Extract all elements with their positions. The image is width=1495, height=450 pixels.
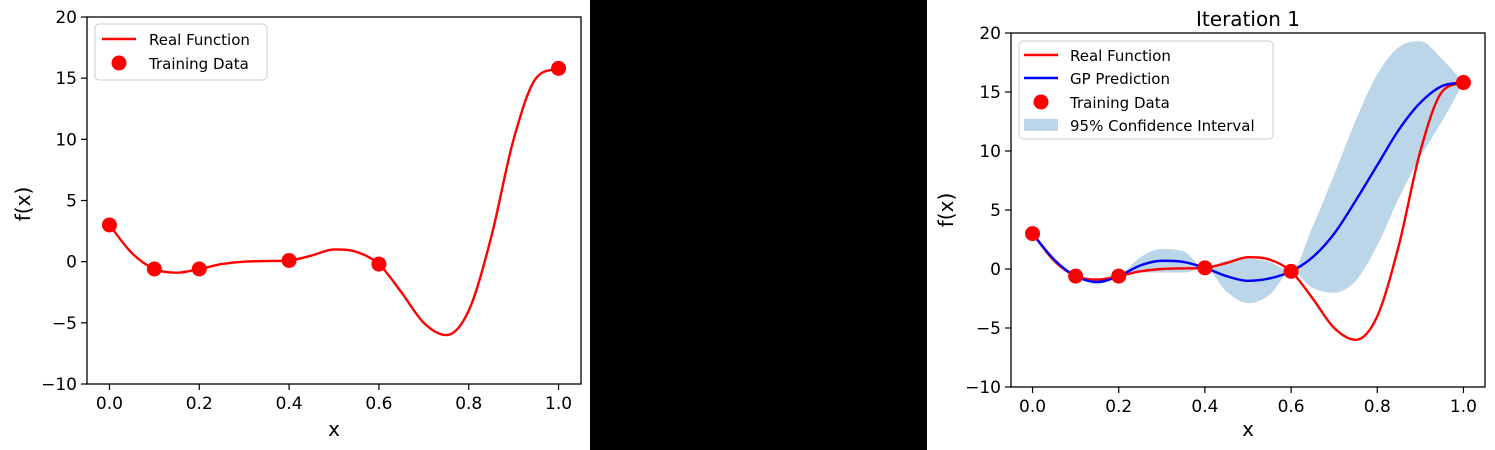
- training-data-point: [1283, 263, 1299, 279]
- training-data-point: [101, 217, 117, 233]
- y-tick-label: 0: [990, 260, 1001, 280]
- y-tick-label: 5: [66, 192, 77, 212]
- axes: 0.0 0.2 0.4 0.6 0.8 1.0 −10 −5 0 5 10 15 20: [41, 8, 572, 414]
- x-tick-label: 0.2: [1105, 397, 1132, 417]
- training-data-point: [1455, 75, 1471, 91]
- confidence-band: [1032, 41, 1464, 304]
- training-data-point: [191, 261, 207, 277]
- axes: 0.0 0.2 0.4 0.6 0.8 1.0 −10 −5 0 5 10 15 20: [965, 24, 1477, 417]
- plot-clip: [108, 67, 559, 337]
- real-function-line: [1031, 81, 1464, 341]
- training-data-point: [371, 256, 387, 272]
- legend: Real Function GP Prediction Training Dat…: [1018, 40, 1274, 140]
- legend-training-data-swatch: [1033, 94, 1049, 110]
- legend: Real Function Training Data: [94, 23, 268, 81]
- legend-real-function-label: Real Function: [149, 31, 250, 49]
- y-tick-label: −10: [965, 378, 1001, 398]
- black-panel: [590, 0, 927, 450]
- x-tick-label: 1.0: [1450, 397, 1477, 417]
- x-tick-label: 0.6: [1278, 397, 1305, 417]
- chart-left: 0.0 0.2 0.4 0.6 0.8 1.0 −10 −5 0 5 10 15 20 x f(x) R…: [11, 8, 582, 441]
- y-tick-label: 10: [979, 142, 1001, 162]
- x-tick-label: 0.2: [186, 394, 213, 414]
- training-data-point: [1025, 226, 1041, 242]
- legend-training-data-label: Training Data: [148, 55, 249, 73]
- x-tick-label: 0.0: [96, 394, 123, 414]
- x-tick-label: 0.0: [1019, 397, 1046, 417]
- legend-box: [94, 23, 268, 81]
- legend-gp-prediction-label: GP Prediction: [1070, 70, 1170, 88]
- x-axis-label: x: [328, 417, 340, 441]
- y-axis-label: f(x): [934, 193, 958, 227]
- x-axis-label: x: [1242, 417, 1254, 441]
- legend-real-function-label: Real Function: [1070, 47, 1171, 65]
- plot-area: [101, 60, 567, 337]
- y-tick-label: −10: [41, 375, 77, 395]
- legend-box: [1018, 40, 1274, 140]
- real-function-line: [108, 67, 559, 337]
- legend-confidence-interval-label: 95% Confidence Interval: [1070, 117, 1255, 135]
- x-tick-label: 1.0: [545, 394, 572, 414]
- legend-training-data-label: Training Data: [1069, 94, 1170, 112]
- training-data-point: [551, 60, 567, 76]
- legend-training-data-swatch: [111, 55, 127, 71]
- y-tick-label: −5: [976, 319, 1001, 339]
- training-data-point: [1197, 260, 1213, 276]
- chart-title: Iteration 1: [1196, 7, 1300, 31]
- chart-right: Iteration 1 0.0 0.2 0.4 0.6 0.8 1.0 −10 −5 0 5 10 1…: [934, 7, 1486, 441]
- y-tick-label: 20: [55, 8, 77, 28]
- y-tick-label: −5: [52, 314, 77, 334]
- plot-area: [1025, 41, 1471, 341]
- plot-clip: [1031, 41, 1464, 341]
- legend-confidence-interval-swatch: [1024, 119, 1058, 131]
- x-tick-label: 0.4: [1191, 397, 1218, 417]
- x-tick-label: 0.8: [1364, 397, 1391, 417]
- x-tick-label: 0.8: [455, 394, 482, 414]
- y-tick-label: 15: [979, 83, 1001, 103]
- y-tick-label: 0: [66, 253, 77, 273]
- y-tick-label: 5: [990, 201, 1001, 221]
- y-tick-label: 15: [55, 69, 77, 89]
- x-tick-label: 0.4: [276, 394, 303, 414]
- training-data-point: [1068, 268, 1084, 284]
- gp-prediction-line: [1031, 81, 1464, 284]
- training-data-point: [281, 252, 297, 268]
- x-tick-label: 0.6: [365, 394, 392, 414]
- y-tick-label: 10: [55, 130, 77, 150]
- y-axis-label: f(x): [11, 187, 35, 221]
- y-tick-label: 20: [979, 24, 1001, 44]
- training-data-point: [146, 261, 162, 277]
- training-data-point: [1111, 268, 1127, 284]
